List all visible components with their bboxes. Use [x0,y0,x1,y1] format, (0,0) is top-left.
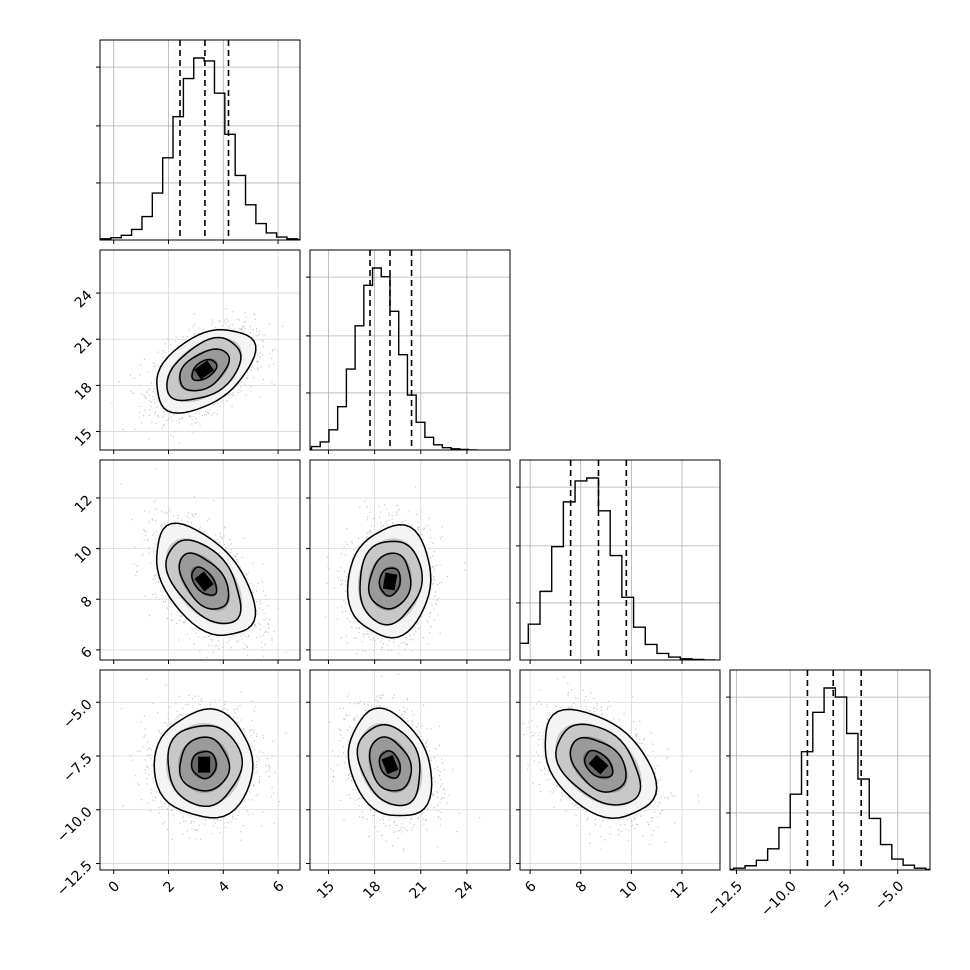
contour-line [153,708,254,819]
histogram-step [520,477,716,660]
x-tick-label: 4 [215,878,233,896]
contour-line [378,567,401,597]
y-tick-label: 6 [78,644,96,662]
y-tick-label: 10 [72,543,96,567]
x-tick-label: 10 [617,878,641,902]
histogram-panel [726,669,931,874]
contour-line [178,552,230,610]
contour-line [179,348,231,392]
panel-frame [519,669,721,871]
x-tick-label: −12.5 [704,878,746,920]
scatter-points [111,308,284,450]
contour-line [378,750,401,779]
y-tick-label: −7.5 [60,750,95,785]
x-tick-label: 18 [360,878,384,902]
density-peak [198,756,211,773]
histogram-step [100,57,300,240]
density-peak [382,572,398,591]
panel-frame [309,459,511,661]
contour-line [156,328,257,414]
panel-frame [519,459,721,661]
contour-line [555,723,642,806]
scatter-panel [306,669,511,874]
contour-line [356,724,421,807]
contour-line [167,724,244,808]
contour-line [191,566,218,596]
contour-line [155,522,257,636]
histogram-panel [516,459,721,664]
contour-line [346,523,432,639]
scatter-panel [96,459,301,664]
x-tick-label: 21 [406,878,430,902]
panel-frame [729,669,931,871]
y-tick-label: 24 [72,287,96,311]
x-tick-label: 6 [522,878,540,896]
x-tick-label: 2 [160,878,178,896]
panel-frame [99,669,301,871]
scatter-points [325,486,466,660]
density-peak [588,754,609,775]
panel-frame [309,669,511,871]
contour-line [359,540,423,626]
panel-frame [99,39,301,241]
scatter-panel [96,669,301,874]
y-tick-label: 15 [72,426,96,450]
contour-line [368,736,413,792]
y-tick-label: −10.0 [54,804,96,846]
histogram-panel [96,39,301,244]
contour-line [583,749,614,779]
scatter-panel [516,669,721,874]
density-peak [194,571,214,592]
density-peak [194,360,215,380]
panel-frame [99,249,301,451]
contour-line [165,539,242,625]
scatter-points [120,678,287,841]
contour-line [178,736,231,792]
contour-line [190,750,217,780]
y-tick-label: 21 [72,334,96,358]
contour-line [191,358,218,382]
panel-frame [99,459,301,661]
x-tick-label: −7.5 [818,878,853,913]
x-tick-label: −5.0 [872,878,907,913]
panel-frame [309,249,511,451]
contour-line [166,336,242,402]
scatter-panel [306,459,511,664]
x-tick-label: −10.0 [758,878,800,920]
x-tick-label: 24 [453,878,477,902]
contour-line [347,707,433,817]
x-tick-label: 15 [314,878,338,902]
x-tick-label: 8 [573,878,591,896]
y-tick-label: 12 [72,492,96,516]
histogram-step [730,687,930,870]
histogram-step [310,267,478,450]
contour-line [569,736,627,793]
x-tick-label: 6 [270,878,288,896]
scatter-panel [96,249,301,454]
contour-line [367,552,412,610]
y-tick-label: 18 [72,380,96,404]
histogram-panel [306,249,511,454]
y-tick-label: −5.0 [60,697,95,732]
contour-line [544,708,658,820]
x-tick-label: 0 [106,878,124,896]
y-tick-label: −12.5 [54,858,96,900]
density-peak [381,754,399,775]
x-tick-label: 12 [668,878,692,902]
y-tick-label: 8 [78,594,96,612]
